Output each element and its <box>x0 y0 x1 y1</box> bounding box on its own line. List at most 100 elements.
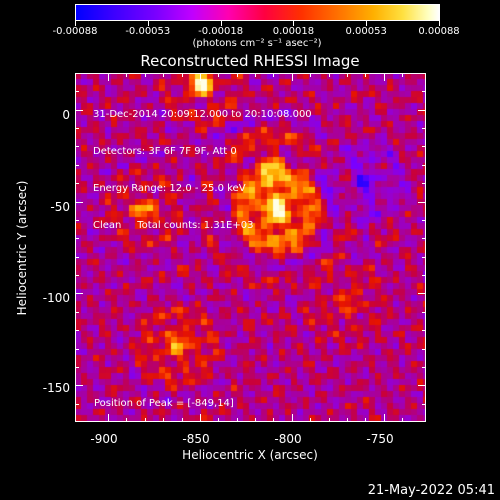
x-axis-label: Heliocentric X (arcsec) <box>182 448 318 462</box>
plot-title: Reconstructed RHESSI Image <box>140 52 360 70</box>
axis-tick-mark <box>75 238 79 240</box>
rhessi-image-heatmap <box>75 73 426 422</box>
colorbar-tick-label: -0.00088 <box>52 26 98 37</box>
x-tick-label: -750 <box>366 432 394 446</box>
image-info-overlay: 31-Dec-2014 20:09:12.000 to 20:10:08.000… <box>93 84 312 245</box>
x-tick-label: -900 <box>90 432 118 446</box>
axis-tick-mark <box>199 73 201 81</box>
axis-tick-mark <box>255 73 257 77</box>
axis-tick-mark <box>422 275 426 277</box>
colorbar-units: (photons cm⁻² s⁻¹ asec⁻²) <box>192 38 322 49</box>
axis-tick-mark <box>75 183 79 185</box>
axis-tick-mark <box>75 311 79 313</box>
axis-tick-mark <box>75 293 83 295</box>
timestamp: 21-May-2022 05:41 <box>367 483 495 498</box>
axis-tick-mark <box>75 219 79 221</box>
axis-tick-mark <box>422 183 426 185</box>
axis-tick-mark <box>75 403 79 405</box>
axis-tick-mark <box>163 418 165 422</box>
axis-tick-mark <box>328 73 330 77</box>
axis-tick-mark <box>236 73 238 77</box>
axis-tick-mark <box>199 414 201 422</box>
axis-tick-mark <box>236 418 238 422</box>
axis-tick-mark <box>422 91 426 93</box>
axis-tick-mark <box>328 418 330 422</box>
axis-tick-mark <box>346 418 348 422</box>
y-tick-label: -150 <box>42 381 70 395</box>
axis-tick-mark <box>422 256 426 258</box>
axis-tick-mark <box>75 256 79 258</box>
axis-tick-mark <box>144 73 146 77</box>
axis-tick-mark <box>422 238 426 240</box>
axis-tick-mark <box>126 418 128 422</box>
colorbar-tick <box>439 21 440 26</box>
axis-tick-mark <box>126 73 128 77</box>
axis-tick-mark <box>383 73 385 81</box>
axis-tick-mark <box>422 219 426 221</box>
axis-tick-mark <box>75 366 79 368</box>
axis-tick-mark <box>383 414 385 422</box>
axis-tick-mark <box>422 403 426 405</box>
axis-tick-mark <box>422 164 426 166</box>
axis-tick-mark <box>144 418 146 422</box>
colorbar-tick-label: 0.00088 <box>418 26 460 37</box>
axis-tick-mark <box>273 418 275 422</box>
axis-tick-mark <box>108 73 110 81</box>
x-tick-label: -800 <box>274 432 302 446</box>
y-tick-label: 0 <box>62 108 70 122</box>
axis-tick-mark <box>422 128 426 130</box>
y-tick-label: -50 <box>50 200 70 214</box>
axis-tick-mark <box>75 385 83 387</box>
axis-tick-mark <box>75 109 83 111</box>
axis-tick-mark <box>75 348 79 350</box>
axis-tick-mark <box>75 275 79 277</box>
axis-tick-mark <box>422 366 426 368</box>
overlay-line-detectors: Detectors: 3F 6F 7F 9F, Att 0 <box>93 146 237 158</box>
colorbar-tick <box>293 21 295 26</box>
y-tick-label: -100 <box>42 291 70 305</box>
axis-tick-mark <box>75 128 79 130</box>
axis-tick-mark <box>291 73 293 81</box>
overlay-line-time: 31-Dec-2014 20:09:12.000 to 20:10:08.000 <box>93 108 312 120</box>
axis-tick-mark <box>365 418 367 422</box>
axis-tick-mark <box>422 330 426 332</box>
axis-tick-mark <box>75 91 79 93</box>
axis-tick-mark <box>422 146 426 148</box>
peak-position-label: Position of Peak = [-849,14] <box>94 398 234 409</box>
y-axis-label: Heliocentric Y (arcsec) <box>15 180 29 316</box>
axis-tick-mark <box>418 201 426 203</box>
axis-tick-mark <box>418 293 426 295</box>
axis-tick-mark <box>181 73 183 77</box>
overlay-line-energy: Energy Range: 12.0 - 25.0 keV <box>93 183 246 195</box>
colorbar-tick-label: 0.00018 <box>272 26 315 37</box>
axis-tick-mark <box>75 146 79 148</box>
axis-tick-mark <box>291 414 293 422</box>
axis-tick-mark <box>255 418 257 422</box>
axis-tick-mark <box>346 73 348 77</box>
overlay-line-clean: Clean Total counts: 1.31E+03 <box>93 220 254 232</box>
axis-tick-mark <box>310 73 312 77</box>
colorbar <box>75 4 440 21</box>
axis-tick-mark <box>108 414 110 422</box>
axis-tick-mark <box>75 201 83 203</box>
axis-tick-mark <box>418 385 426 387</box>
axis-tick-mark <box>402 73 404 77</box>
axis-tick-mark <box>365 73 367 77</box>
colorbar-tick-label: 0.00053 <box>345 26 387 37</box>
colorbar-tick-label: -0.00018 <box>198 26 244 37</box>
colorbar-tick <box>366 21 368 26</box>
axis-tick-mark <box>163 73 165 77</box>
axis-tick-mark <box>75 330 79 332</box>
colorbar-tick <box>147 21 149 26</box>
axis-tick-mark <box>310 418 312 422</box>
axis-tick-mark <box>75 164 79 166</box>
x-tick-label: -850 <box>182 432 210 446</box>
axis-tick-mark <box>273 73 275 77</box>
axis-tick-mark <box>181 418 183 422</box>
colorbar-tick <box>220 21 222 26</box>
colorbar-tick-label: -0.00053 <box>125 26 171 37</box>
axis-tick-mark <box>218 418 220 422</box>
axis-tick-mark <box>422 311 426 313</box>
axis-tick-mark <box>402 418 404 422</box>
axis-tick-mark <box>422 348 426 350</box>
